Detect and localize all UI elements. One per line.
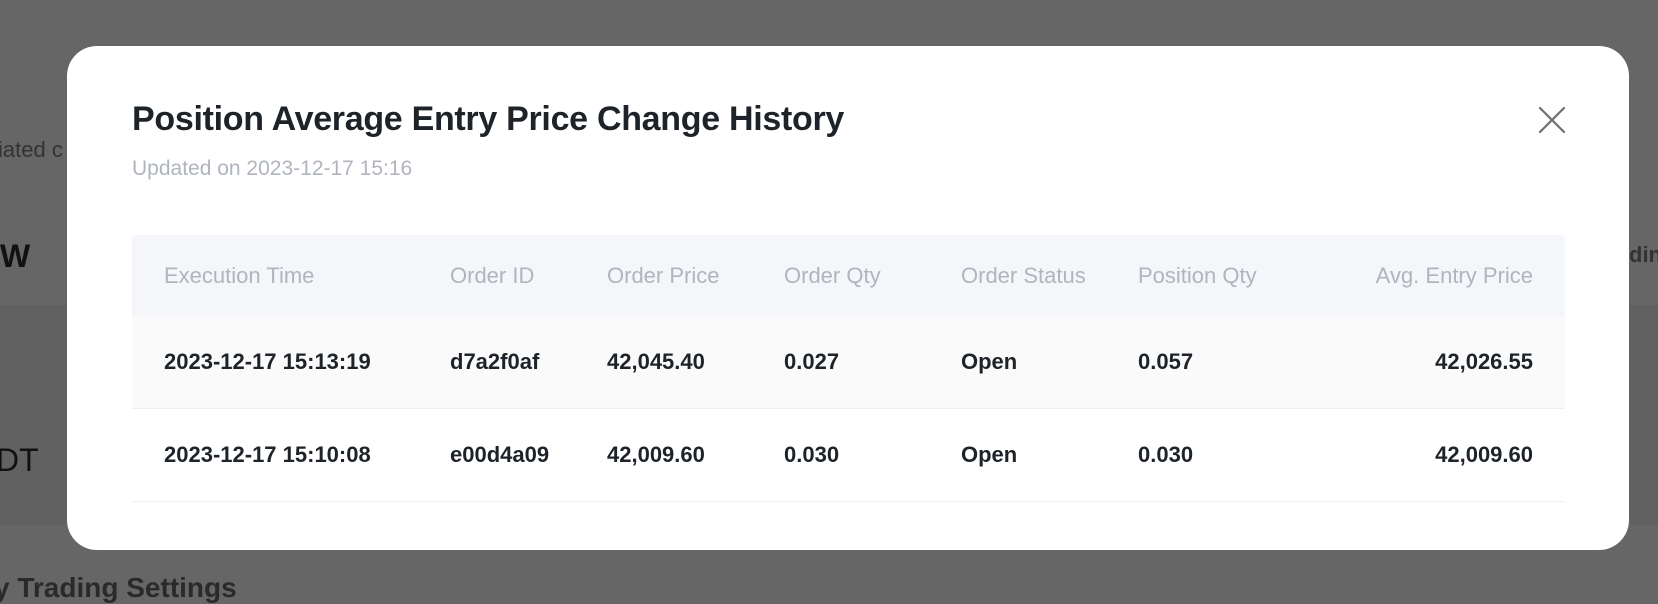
execution-time: 2023-12-17 15:13:19 [164,349,371,374]
background-text: din [1629,242,1658,267]
position-qty: 0.057 [1138,349,1194,374]
order-id: d7a2f0af [450,349,540,374]
order-id: e00d4a09 [450,442,550,467]
order-status: Open [961,349,1018,374]
column-header: Execution Time [164,262,315,288]
avg-entry-price: 42,009.60 [1435,442,1533,467]
modal-title: Position Average Entry Price Change Hist… [132,100,845,138]
column-header: Avg. Entry Price [1375,262,1533,288]
column-header: Order Qty [784,262,881,288]
close-button[interactable] [1537,105,1567,135]
order-qty: 0.027 [784,349,840,374]
execution-time: 2023-12-17 15:10:08 [164,442,371,467]
column-header: Order Status [961,262,1086,288]
close-icon [1538,106,1566,134]
table-row: 2023-12-17 15:13:19 d7a2f0af 42,045.40 0… [132,316,1565,409]
order-qty: 0.030 [784,442,840,467]
order-price: 42,045.40 [607,349,705,374]
order-status: Open [961,442,1018,467]
column-header: Position Qty [1138,262,1257,288]
updated-timestamp: Updated on 2023-12-17 15:16 [132,157,413,180]
table-header: Execution Time Order ID Order Price Orde… [132,235,1565,316]
avg-entry-price: 42,026.55 [1435,349,1533,374]
history-table: Execution Time Order ID Order Price Orde… [132,235,1565,502]
position-qty: 0.030 [1138,442,1194,467]
order-price: 42,009.60 [607,442,705,467]
background-text: W [0,238,31,274]
background-text: iated c [0,137,63,162]
entry-price-history-modal: Position Average Entry Price Change Hist… [67,46,1629,550]
column-header: Order Price [607,262,720,288]
background-text: DT [0,442,39,478]
background-text: y Trading Settings [0,572,237,603]
column-header: Order ID [450,262,535,288]
table-row: 2023-12-17 15:10:08 e00d4a09 42,009.60 0… [132,409,1565,502]
